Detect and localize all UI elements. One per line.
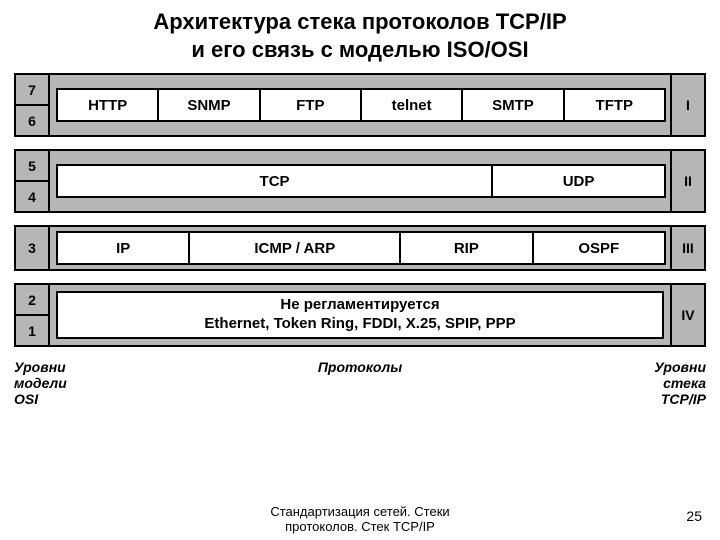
slide-number: 25 xyxy=(686,508,702,524)
freeform-line2: Ethernet, Token Ring, FDDI, X.25, SPIP, … xyxy=(58,315,662,334)
protocol-area: IPICMP / ARPRIPOSPF xyxy=(50,227,670,269)
label-tcpip: УровнистекаTCP/IP xyxy=(616,359,706,407)
protocol-telnet: telnet xyxy=(360,88,463,122)
protocol-ftp: FTP xyxy=(259,88,362,122)
protocol-row: TCPUDP xyxy=(56,164,664,198)
slide-page: Архитектура стека протоколов TCP/IP и ег… xyxy=(0,0,720,540)
protocol-tftp: TFTP xyxy=(563,88,666,122)
footer-line2: протоколов. Стек TCP/IP xyxy=(270,519,449,534)
protocol-area: TCPUDP xyxy=(50,151,670,211)
layers-container: 76HTTPSNMPFTPtelnetSMTPTFTPI54TCPUDPII3I… xyxy=(14,73,706,347)
osi-column: 54 xyxy=(16,151,50,211)
protocol-http: HTTP xyxy=(56,88,159,122)
osi-level-4: 4 xyxy=(16,182,48,211)
protocol-row: HTTPSNMPFTPtelnetSMTPTFTP xyxy=(56,88,664,122)
layer-block-4: 21Не регламентируетсяEthernet, Token Rin… xyxy=(14,283,706,347)
bottom-labels: УровнимоделиOSI Протоколы УровнистекаTCP… xyxy=(14,359,706,407)
footer-text: Стандартизация сетей. Стеки протоколов. … xyxy=(270,504,449,534)
layer-block-3: 3IPICMP / ARPRIPOSPFIII xyxy=(14,225,706,271)
protocol-ospf: OSPF xyxy=(532,231,666,265)
tcpip-level-III: III xyxy=(670,227,704,269)
tcpip-level-II: II xyxy=(670,151,704,211)
osi-level-5: 5 xyxy=(16,151,48,182)
protocol-icmp-arp: ICMP / ARP xyxy=(188,231,401,265)
osi-level-2: 2 xyxy=(16,285,48,316)
footer-line1: Стандартизация сетей. Стеки xyxy=(270,504,449,519)
title-line2: и его связь с моделью ISO/OSI xyxy=(14,36,706,64)
layer-block-1: 76HTTPSNMPFTPtelnetSMTPTFTPI xyxy=(14,73,706,137)
title-line1: Архитектура стека протоколов TCP/IP xyxy=(14,8,706,36)
tcpip-level-I: I xyxy=(670,75,704,135)
slide-title: Архитектура стека протоколов TCP/IP и ег… xyxy=(14,8,706,63)
osi-level-1: 1 xyxy=(16,316,48,345)
osi-column: 21 xyxy=(16,285,50,345)
protocol-tcp: TCP xyxy=(56,164,493,198)
protocol-rip: RIP xyxy=(399,231,533,265)
layer-block-2: 54TCPUDPII xyxy=(14,149,706,213)
freeform-protocols: Не регламентируетсяEthernet, Token Ring,… xyxy=(56,291,664,339)
osi-level-6: 6 xyxy=(16,106,48,135)
protocol-area: Не регламентируетсяEthernet, Token Ring,… xyxy=(50,285,670,345)
osi-level-7: 7 xyxy=(16,75,48,106)
footer: Стандартизация сетей. Стеки протоколов. … xyxy=(0,504,720,534)
tcpip-level-IV: IV xyxy=(670,285,704,345)
protocol-ip: IP xyxy=(56,231,190,265)
protocol-snmp: SNMP xyxy=(157,88,260,122)
protocol-row: IPICMP / ARPRIPOSPF xyxy=(56,231,664,265)
label-protocols: Протоколы xyxy=(104,359,616,407)
osi-level-3: 3 xyxy=(16,227,48,269)
protocol-smtp: SMTP xyxy=(461,88,564,122)
protocol-udp: UDP xyxy=(491,164,666,198)
osi-column: 3 xyxy=(16,227,50,269)
freeform-line1: Не регламентируется xyxy=(58,296,662,315)
protocol-area: HTTPSNMPFTPtelnetSMTPTFTP xyxy=(50,75,670,135)
osi-column: 76 xyxy=(16,75,50,135)
label-osi: УровнимоделиOSI xyxy=(14,359,104,407)
